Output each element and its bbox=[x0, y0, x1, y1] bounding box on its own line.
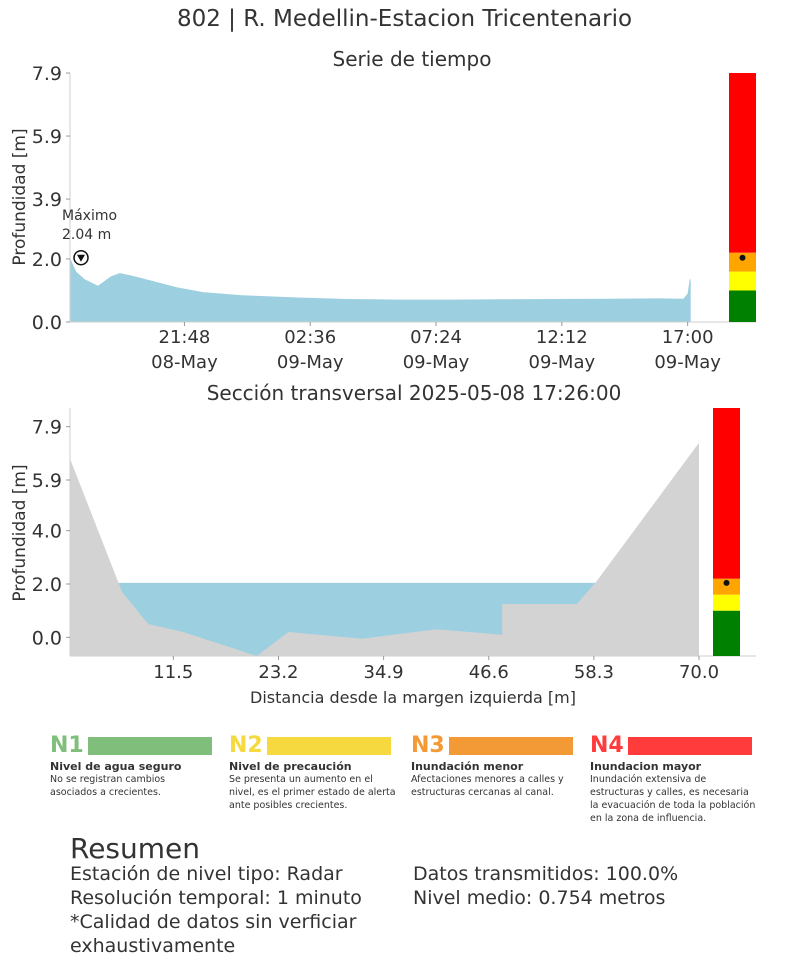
xs-xtick-label: 34.9 bbox=[364, 662, 404, 683]
ts-xtick-time: 07:24 bbox=[410, 327, 462, 348]
time-series-title: Serie de tiempo bbox=[333, 47, 492, 71]
time-series-area bbox=[70, 257, 691, 322]
max-annotation-label: Máximo bbox=[62, 208, 117, 224]
max-annotation: Máximo 2.04 m bbox=[62, 208, 117, 266]
cross-section-y-ticks: 0.0 2.0 4.0 5.9 7.9 bbox=[32, 417, 70, 649]
legend-n4: N4 Inundacion mayor Inundación extensiva… bbox=[590, 733, 760, 825]
legend-n2-bar bbox=[266, 736, 391, 755]
xs-level-n3 bbox=[713, 578, 740, 595]
xs-xtick-label: 11.5 bbox=[153, 662, 193, 683]
legend-n1-desc: No se registran cambios asociados a crec… bbox=[50, 774, 166, 798]
xs-xtick-label: 70.0 bbox=[679, 662, 719, 683]
legend-n3-bar bbox=[448, 736, 573, 755]
xs-current-level-dot bbox=[723, 579, 730, 586]
page-title: 802 | R. Medellin-Estacion Tricentenario bbox=[176, 6, 633, 32]
legend-n2: N2 Nivel de precaución Se presenta un au… bbox=[229, 733, 399, 812]
ts-level-n1 bbox=[729, 290, 756, 322]
cross-section-ylabel: Profundidad [m] bbox=[10, 464, 30, 601]
cross-section-level-bar bbox=[713, 408, 740, 656]
summary-title: Resumen bbox=[70, 832, 201, 865]
legend-n4-title: Inundacion mayor bbox=[590, 760, 702, 773]
ts-xtick-date: 09-May bbox=[529, 352, 596, 373]
ts-xtick-date: 08-May bbox=[151, 352, 218, 373]
ts-level-n3 bbox=[729, 252, 756, 272]
ts-xtick-time: 02:36 bbox=[284, 327, 336, 348]
legend-n1-code: N1 bbox=[50, 733, 84, 758]
cross-section-x-ticks: 11.5 23.2 34.9 46.6 58.3 70.0 bbox=[153, 656, 719, 683]
ts-ytick-label: 7.9 bbox=[32, 63, 62, 85]
summary-left: Estación de nivel tipo: Radar Resolución… bbox=[70, 862, 400, 958]
legend-n3-code: N3 bbox=[411, 733, 445, 758]
time-series-y-ticks: 0.0 2.0 3.9 5.9 7.9 bbox=[32, 63, 70, 334]
summary-right: Datos transmitidos: 100.0% Nivel medio: … bbox=[413, 862, 753, 910]
ts-ytick-label: 5.9 bbox=[32, 126, 62, 148]
cross-section-ground bbox=[70, 442, 699, 656]
ts-ytick-label: 2.0 bbox=[32, 249, 62, 271]
cross-section-chart: Sección transversal 2025-05-08 17:26:00 … bbox=[10, 381, 756, 707]
xs-xtick-label: 58.3 bbox=[574, 662, 614, 683]
cross-section-title: Sección transversal 2025-05-08 17:26:00 bbox=[207, 381, 622, 405]
xs-ytick-label: 0.0 bbox=[32, 627, 62, 649]
ts-level-n4 bbox=[729, 73, 756, 253]
time-series-ylabel: Profundidad [m] bbox=[10, 128, 30, 265]
legend-n4-desc: Inundación extensiva de estructuras y ca… bbox=[590, 774, 756, 824]
ts-xtick-date: 09-May bbox=[654, 352, 721, 373]
legend-n3-title: Inundación menor bbox=[411, 760, 524, 773]
ts-xtick-date: 09-May bbox=[403, 352, 470, 373]
legend-n4-code: N4 bbox=[590, 733, 624, 758]
legend-n1-title: Nivel de agua seguro bbox=[50, 760, 182, 773]
ts-xtick-time: 12:12 bbox=[536, 327, 588, 348]
xs-ytick-label: 2.0 bbox=[32, 574, 62, 596]
ts-ytick-label: 3.9 bbox=[32, 189, 62, 211]
xs-ytick-label: 5.9 bbox=[32, 470, 62, 492]
ts-xtick-time: 21:48 bbox=[159, 327, 211, 348]
legend-n1: N1 Nivel de agua seguro No se registran … bbox=[50, 733, 215, 799]
summary-quality: *Calidad de datos sin verficiar bbox=[70, 911, 357, 933]
max-marker-triangle bbox=[77, 254, 85, 262]
ts-current-level-dot bbox=[739, 254, 746, 261]
charts: Serie de tiempo Profundidad [m] 0.0 2.0 3.… bbox=[10, 47, 756, 707]
xs-ytick-label: 7.9 bbox=[32, 417, 62, 439]
time-series-level-bar bbox=[729, 73, 756, 322]
xs-level-n4 bbox=[713, 408, 740, 579]
legend-n4-bar bbox=[627, 736, 752, 755]
time-series-x-ticks: 21:48 08-May 02:36 09-May 07:24 09-May 12:12 09… bbox=[151, 322, 721, 373]
max-annotation-value: 2.04 m bbox=[62, 227, 111, 243]
xs-ytick-label: 4.0 bbox=[32, 521, 62, 543]
cross-section-xlabel: Distancia desde la margen izquierda [m] bbox=[250, 688, 576, 707]
xs-level-n1 bbox=[713, 610, 740, 656]
time-series-chart: Serie de tiempo Profundidad [m] 0.0 2.0 3.… bbox=[10, 47, 756, 373]
legend-n3: N3 Inundación menor Afectaciones menores… bbox=[411, 733, 579, 799]
xs-level-n2 bbox=[713, 594, 740, 611]
legend-n2-desc: Se presenta un aumento en el nivel, es e… bbox=[229, 774, 396, 811]
legend-n2-code: N2 bbox=[229, 733, 263, 758]
ts-xtick-date: 09-May bbox=[277, 352, 344, 373]
ts-level-n2 bbox=[729, 271, 756, 291]
legend-n2-title: Nivel de precaución bbox=[229, 760, 352, 773]
ts-xtick-time: 17:00 bbox=[662, 327, 714, 348]
summary-mean-level: Nivel medio: 0.754 metros bbox=[413, 887, 666, 909]
xs-xtick-label: 23.2 bbox=[258, 662, 298, 683]
summary-transmitted: Datos transmitidos: 100.0% bbox=[413, 863, 679, 885]
summary-resolution: Resolución temporal: 1 minuto bbox=[70, 887, 362, 909]
ts-ytick-label: 0.0 bbox=[32, 312, 62, 334]
xs-xtick-label: 46.6 bbox=[469, 662, 509, 683]
legend-n3-desc: Afectaciones menores a calles y estructu… bbox=[411, 774, 564, 798]
legend-n1-bar bbox=[87, 736, 212, 755]
summary-station: Estación de nivel tipo: Radar bbox=[70, 863, 343, 885]
summary-quality-cont: exhaustivamente bbox=[70, 935, 236, 957]
